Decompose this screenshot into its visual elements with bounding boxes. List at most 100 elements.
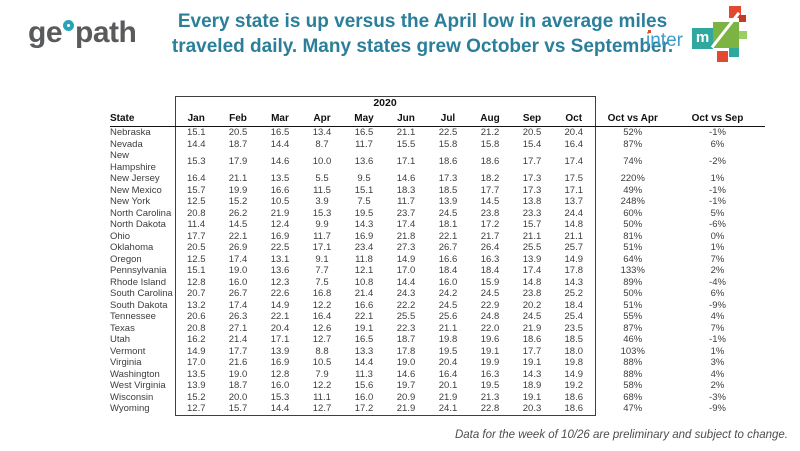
oct-vs-apr-cell: 87% xyxy=(623,322,643,334)
month-value-cell: 23.8 xyxy=(480,207,500,219)
month-value-cell: 17.0 xyxy=(174,357,217,369)
oct-vs-sep-cell: -1% xyxy=(709,184,726,196)
month-value-cell: 11.7 xyxy=(397,196,415,207)
state-cell: Nebraska xyxy=(110,127,151,138)
month-value-cell: 16.5 xyxy=(270,127,290,138)
oct-vs-sep-cell: -4% xyxy=(709,276,726,288)
month-value-cell: 13.9 xyxy=(174,380,217,392)
month-value-cell: 19.1 xyxy=(522,391,542,403)
month-value-cell: 21.9 xyxy=(438,391,458,403)
oct-vs-sep-cell: -3% xyxy=(709,391,726,403)
month-value-cell: 7.5 xyxy=(357,196,371,207)
month-value-cell: 14.8 xyxy=(522,276,542,288)
month-value-cell: 26.9 xyxy=(228,242,248,253)
oct-vs-sep-cell: 4% xyxy=(710,368,725,380)
month-value-cell: 21.1 xyxy=(438,322,458,334)
slide-title-line2: traveled daily. Many states grew October… xyxy=(171,36,674,57)
year-header-row: 2020 xyxy=(110,96,765,110)
geopath-logo: ge path xyxy=(28,16,137,50)
month-value-cell: 16.4 xyxy=(312,311,332,322)
table-row: Nebraska 15.1 20.5 16.5 13.4 16.5 21.1 22.5 21.2… xyxy=(110,126,765,139)
month-value-cell: 19.5 xyxy=(480,380,500,391)
table-row: Utah 16.2 21.4 17.1 12.7 16.5 18.7 19.8 19.6 18.6… xyxy=(110,334,765,346)
table-row: New Mexico 15.7 19.9 16.6 11.5 15.1 18.3 18.5 17… xyxy=(110,184,765,196)
state-cell: North Carolina xyxy=(110,207,172,219)
oct-vs-apr-cell: 52% xyxy=(623,127,643,138)
oct-vs-apr-cell: 88% xyxy=(623,357,643,368)
intermx-logo: inter m xyxy=(646,6,786,72)
month-value-cell: 17.7 xyxy=(522,155,542,167)
month-value-cell: 17.8 xyxy=(553,265,596,277)
month-value-cell: 12.7 xyxy=(301,403,343,416)
table-row: Wyoming 12.7 15.7 14.4 12.7 17.2 21.9 24.1 22.8 2… xyxy=(110,403,765,416)
month-value-cell: 15.8 xyxy=(480,138,500,150)
month-value-cell: 22.6 xyxy=(270,288,290,299)
month-value-cell: 20.0 xyxy=(228,391,248,403)
month-value-cell: 12.1 xyxy=(354,265,374,276)
month-value-cell: 18.4 xyxy=(553,299,596,311)
month-value-cell: 15.3 xyxy=(174,150,217,173)
oct-vs-apr-cell: 50% xyxy=(623,219,643,230)
oct-vs-apr-cell: 64% xyxy=(623,253,643,265)
month-value-cell: 20.9 xyxy=(396,391,416,403)
month-value-cell: 21.2 xyxy=(480,127,500,138)
oct-vs-sep-cell: 4% xyxy=(710,311,725,322)
month-value-cell: 14.9 xyxy=(553,368,596,380)
month-value-cell: 12.7 xyxy=(174,403,217,416)
month-value-cell: 12.4 xyxy=(270,219,290,230)
state-cell: Nevada xyxy=(110,138,143,150)
month-value-cell: 27.3 xyxy=(396,242,416,253)
geopath-o-ring-icon xyxy=(63,20,75,31)
month-value-cell: 11.4 xyxy=(174,219,217,231)
month-value-cell: 20.5 xyxy=(174,242,217,254)
month-value-cell: 22.5 xyxy=(438,127,458,138)
month-value-cell: 11.3 xyxy=(355,368,373,380)
month-value-cell: 10.0 xyxy=(312,155,332,167)
month-value-cell: 7.9 xyxy=(315,368,329,380)
month-value-cell: 17.5 xyxy=(553,173,596,185)
oct-vs-sep-cell: 6% xyxy=(710,288,725,299)
month-value-cell: 23.3 xyxy=(522,207,542,219)
month-value-cell: 15.2 xyxy=(228,196,248,207)
oct-vs-sep-cell: -6% xyxy=(709,219,726,230)
month-value-cell: 15.9 xyxy=(480,276,500,288)
oct-vs-apr-cell: 58% xyxy=(623,380,643,391)
month-value-cell: 14.4 xyxy=(354,357,374,368)
month-value-cell: 26.3 xyxy=(228,311,248,322)
slide-title: Every state is up versus the April low i… xyxy=(150,9,695,59)
month-value-cell: 22.3 xyxy=(396,322,416,334)
month-value-cell: 17.3 xyxy=(522,184,542,196)
month-value-cell: 18.0 xyxy=(553,345,596,357)
month-value-cell: 23.4 xyxy=(354,242,374,253)
column-header-row: State Jan Feb Mar Apr May Jun Jul Aug Sep Oct Oct … xyxy=(110,109,765,127)
month-value-cell: 18.6 xyxy=(553,391,596,403)
state-cell: New Mexico xyxy=(110,184,162,196)
month-value-cell: 23.7 xyxy=(396,207,416,219)
month-value-cell: 13.6 xyxy=(270,265,290,276)
month-value-cell: 26.7 xyxy=(228,288,248,299)
month-value-cell: 12.3 xyxy=(270,276,290,288)
month-value-cell: 21.4 xyxy=(354,288,374,299)
table-row: Oregon 12.5 17.4 13.1 9.1 11.8 14.9 16.6 16.3 13.… xyxy=(110,253,765,265)
month-value-cell: 16.6 xyxy=(354,299,374,311)
state-cell: Ohio xyxy=(110,230,131,242)
month-value-cell: 17.4 xyxy=(522,265,542,276)
month-value-cell: 22.0 xyxy=(480,322,500,334)
month-value-cell: 15.7 xyxy=(174,184,217,196)
table-row: Wisconsin 15.2 20.0 15.3 11.1 16.0 20.9 21.9 21.… xyxy=(110,391,765,403)
month-value-cell: 14.3 xyxy=(553,276,596,288)
month-value-cell: 19.1 xyxy=(480,345,500,357)
month-value-cell: 13.5 xyxy=(174,368,217,380)
month-value-cell: 20.5 xyxy=(522,127,542,138)
month-value-cell: 14.4 xyxy=(174,138,217,150)
state-cell: Vermont xyxy=(110,345,146,357)
month-value-cell: 8.8 xyxy=(315,345,329,357)
table-row: Nevada 14.4 18.7 14.4 8.7 11.7 15.5 15.8 15.8 15.… xyxy=(110,138,765,150)
oct-vs-apr-cell: 133% xyxy=(620,265,645,276)
oct-vs-sep-cell: -2% xyxy=(709,155,726,167)
month-value-cell: 18.1 xyxy=(438,219,458,230)
table-row: New York 12.5 15.2 10.5 3.9 7.5 11.7 13.9 14.5 13… xyxy=(110,196,765,208)
month-value-cell: 14.3 xyxy=(354,219,374,230)
oct-vs-sep-cell: 7% xyxy=(710,253,725,265)
month-value-cell: 11.7 xyxy=(355,138,373,150)
